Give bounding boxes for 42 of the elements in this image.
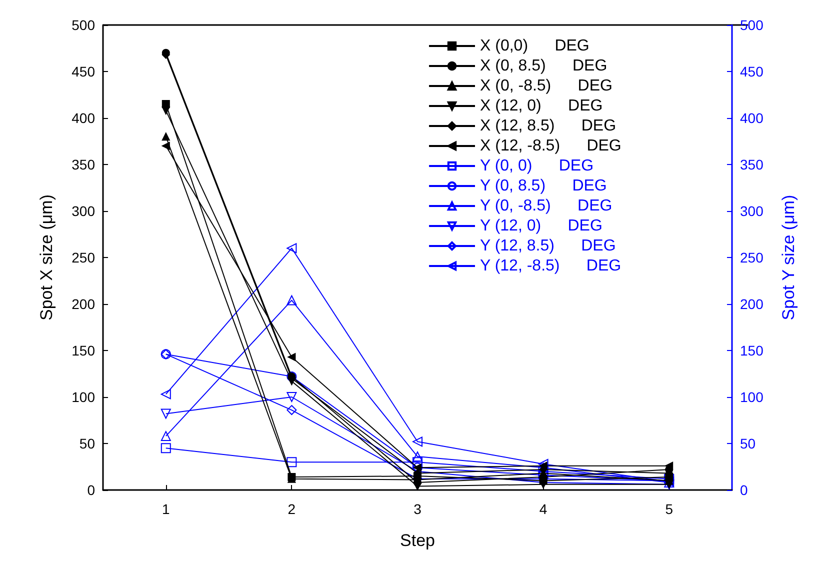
y-tick-label: 400 xyxy=(72,110,96,126)
y-tick-label: 100 xyxy=(72,389,96,405)
legend-label: Y (0, 8.5) DEG xyxy=(480,178,607,194)
x-axis-title: Step xyxy=(400,531,435,550)
legend-label: X (0,0) DEG xyxy=(480,38,590,54)
x-tick-label: 5 xyxy=(665,501,674,517)
y-tick-label: 150 xyxy=(72,342,96,358)
y-tick-label: 450 xyxy=(72,64,96,80)
legend-label: Y (12, -8.5) DEG xyxy=(480,258,622,274)
y2-tick-label: 350 xyxy=(740,156,764,172)
y-tick-label: 200 xyxy=(72,296,96,312)
legend-label: X (12, 0) DEG xyxy=(480,98,603,114)
y-tick-label: 250 xyxy=(72,250,96,266)
legend-label: Y (12, 0) DEG xyxy=(480,218,602,234)
y2-tick-label: 300 xyxy=(740,203,764,219)
y2-tick-label: 0 xyxy=(740,482,748,498)
y2-tick-label: 450 xyxy=(740,64,764,80)
y2-tick-label: 150 xyxy=(740,342,764,358)
x-tick-label: 2 xyxy=(288,501,296,517)
x-tick-label: 3 xyxy=(414,501,422,517)
y-tick-label: 300 xyxy=(72,203,96,219)
legend-label: X (0, -8.5) DEG xyxy=(480,78,612,94)
y2-tick-label: 400 xyxy=(740,110,764,126)
y2-tick-label: 50 xyxy=(740,436,756,452)
y2-tick-label: 250 xyxy=(740,250,764,266)
y2-tick-label: 500 xyxy=(740,17,764,33)
legend-label: X (12, 8.5) DEG xyxy=(480,118,616,134)
y-tick-label: 50 xyxy=(79,436,96,452)
x-tick-label: 1 xyxy=(162,501,170,517)
legend-label: X (12, -8.5) DEG xyxy=(480,138,622,154)
legend-label: Y (12, 8.5) DEG xyxy=(480,238,616,254)
legend-label: X (0, 8.5) DEG xyxy=(480,58,608,74)
y2-tick-label: 200 xyxy=(740,296,764,312)
legend-label: Y (0, -8.5) DEG xyxy=(480,198,612,214)
y-tick-label: 0 xyxy=(87,482,96,498)
y2-axis-title: Spot Y size (μm) xyxy=(779,194,798,320)
y-axis-title: Spot X size (μm) xyxy=(37,194,56,320)
x-tick-label: 4 xyxy=(539,501,548,517)
legend-label: Y (0, 0) DEG xyxy=(480,158,594,174)
y-tick-label: 500 xyxy=(72,17,96,33)
y-tick-label: 350 xyxy=(72,156,96,172)
y2-tick-label: 100 xyxy=(740,389,764,405)
